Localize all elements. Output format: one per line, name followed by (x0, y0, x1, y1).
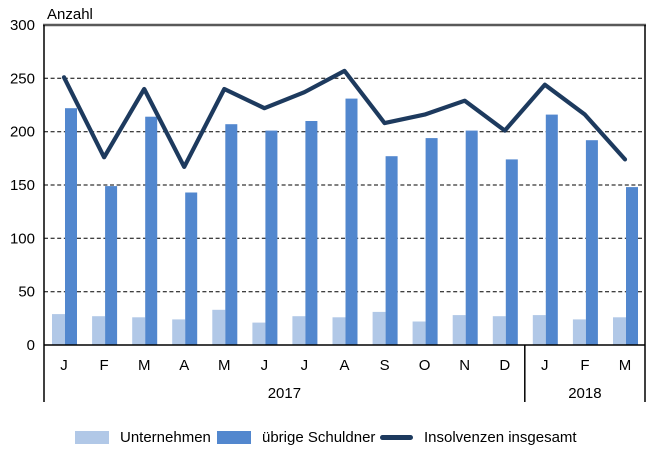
y-tick-label-50: 50 (18, 284, 35, 301)
unternehmen-swatch-icon (75, 430, 109, 444)
month-label-2: M (138, 357, 151, 374)
bar-uebrige-schuldner-0 (65, 108, 77, 345)
bar-uebrige-schuldner-13 (585, 140, 598, 345)
month-label-9: O (419, 357, 431, 374)
year-label-2017: 2017 (268, 385, 301, 402)
legend-item-insolvenzen-insgesamt: Insolvenzen insgesamt (380, 423, 577, 451)
bar-uebrige-schuldner-4 (225, 124, 238, 345)
bar-uebrige-schuldner-8 (385, 156, 398, 345)
month-label-8: S (380, 357, 390, 374)
legend-item-unternehmen: Unternehmen (75, 423, 211, 451)
bar-uebrige-schuldner-2 (145, 116, 158, 345)
legend: Unternehmen übrige Schuldner Insolvenzen… (0, 423, 668, 451)
month-label-10: N (459, 357, 470, 374)
bar-uebrige-schuldner-14 (626, 187, 638, 345)
bar-unternehmen-14 (613, 317, 626, 345)
month-label-14: M (619, 357, 632, 374)
chart-plot-area: 0 50 100 150 200 250 300 J F M A M J J A S O N D J F M 2017 201… (10, 6, 646, 402)
month-label-7: A (339, 357, 349, 374)
bar-unternehmen-12 (532, 315, 546, 345)
legend-label-insolvenzen-insgesamt: Insolvenzen insgesamt (424, 428, 577, 446)
month-label-6: J (301, 357, 309, 374)
bar-uebrige-schuldner-1 (105, 186, 118, 345)
bar-uebrige-schuldner-11 (505, 159, 518, 345)
bar-uebrige-schuldner-3 (185, 192, 198, 345)
bar-unternehmen-10 (452, 315, 466, 345)
bar-unternehmen-6 (292, 316, 306, 345)
y-tick-label-0: 0 (27, 337, 35, 354)
insolvenzen-line-swatch-icon (380, 434, 413, 440)
y-tick-label-100: 100 (10, 230, 35, 247)
y-axis-title: Anzahl (47, 6, 93, 23)
month-label-13: F (580, 357, 589, 374)
bar-unternehmen-9 (412, 321, 426, 345)
bar-uebrige-schuldner-12 (545, 114, 558, 345)
bar-uebrige-schuldner-9 (425, 138, 438, 345)
legend-label-uebrige-schuldner: übrige Schuldner (262, 428, 376, 446)
month-label-3: A (179, 357, 189, 374)
bar-uebrige-schuldner-10 (465, 130, 478, 345)
y-tick-label-300: 300 (10, 17, 35, 34)
bar-unternehmen-13 (572, 319, 586, 345)
bar-unternehmen-7 (332, 317, 346, 345)
month-label-4: M (218, 357, 231, 374)
bar-uebrige-schuldner-6 (305, 121, 318, 345)
uebrige-schuldner-swatch-icon (217, 430, 251, 444)
y-tick-label-150: 150 (10, 177, 35, 194)
y-tick-label-250: 250 (10, 70, 35, 87)
bar-unternehmen-1 (92, 316, 106, 345)
bar-unternehmen-11 (492, 316, 506, 345)
month-label-1: F (100, 357, 109, 374)
month-label-12: J (541, 357, 549, 374)
month-label-5: J (261, 357, 269, 374)
bar-unternehmen-4 (212, 309, 226, 345)
bar-uebrige-schuldner-7 (345, 98, 358, 345)
bar-unternehmen-8 (372, 311, 386, 345)
y-tick-label-200: 200 (10, 124, 35, 141)
month-label-0: J (60, 357, 68, 374)
year-label-2018: 2018 (568, 385, 601, 402)
legend-label-unternehmen: Unternehmen (120, 428, 211, 446)
bar-unternehmen-0 (52, 314, 65, 345)
line-insolvenzen-insgesamt (61, 68, 628, 169)
bar-uebrige-schuldner-5 (265, 130, 278, 345)
month-label-11: D (499, 357, 510, 374)
bar-unternehmen-3 (172, 319, 186, 345)
bar-unternehmen-5 (252, 322, 266, 345)
legend-item-uebrige-schuldner: übrige Schuldner (217, 423, 375, 451)
bar-unternehmen-2 (132, 317, 146, 345)
chart-svg: 0 50 100 150 200 250 300 J F M A M J J A S O N D J F M 2017 201… (10, 6, 646, 402)
